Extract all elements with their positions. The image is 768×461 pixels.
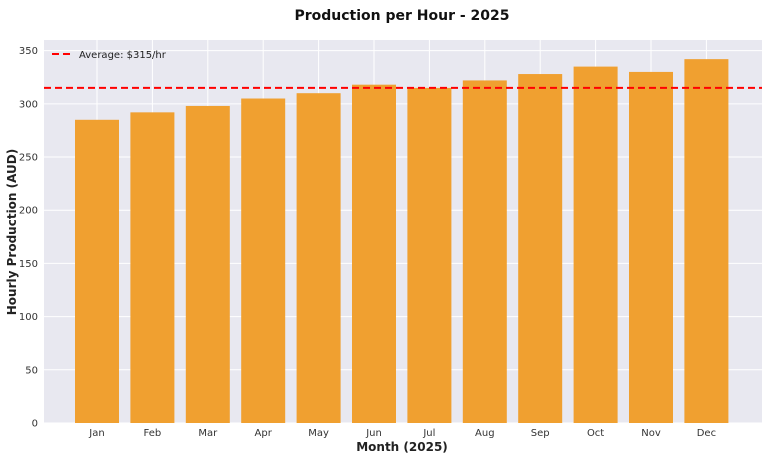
bar-nov <box>629 71 673 424</box>
x-axis-label: Month (2025) <box>356 440 448 454</box>
bars <box>75 59 729 424</box>
bar-jul <box>407 87 452 423</box>
x-tick-label: Sep <box>531 428 550 439</box>
x-axis-ticks: Jan Feb Mar Apr May Jun Jul Aug Sep Oct Nov Dec <box>88 428 716 439</box>
y-tick-label: 300 <box>19 99 38 110</box>
y-tick-label: 250 <box>19 153 38 164</box>
legend-label: Average: $315/hr <box>79 50 167 61</box>
y-tick-label: 100 <box>19 312 38 323</box>
x-tick-label: Jan <box>88 428 104 439</box>
x-tick-label: Mar <box>198 428 218 439</box>
x-tick-label: Aug <box>475 428 495 439</box>
y-axis-ticks: 0 50 100 150 200 250 300 350 <box>19 46 38 429</box>
x-tick-label: Nov <box>641 428 661 439</box>
legend: Average: $315/hr <box>52 50 167 61</box>
bar-dec <box>684 59 729 424</box>
bar-mar <box>185 105 230 423</box>
y-tick-label: 50 <box>25 365 38 376</box>
bar-aug <box>462 80 507 423</box>
bar-feb <box>130 112 175 423</box>
x-tick-label: Jul <box>422 428 435 439</box>
x-tick-label: Oct <box>587 428 604 439</box>
x-tick-label: Feb <box>144 428 162 439</box>
x-tick-label: Apr <box>255 428 273 439</box>
chart-title: Production per Hour - 2025 <box>294 8 509 24</box>
x-tick-label: Jun <box>365 428 382 439</box>
bar-sep <box>518 74 563 424</box>
x-tick-label: Dec <box>697 428 716 439</box>
bar-jun <box>352 84 396 423</box>
bar-oct <box>573 66 618 423</box>
bar-apr <box>241 98 286 423</box>
y-tick-label: 200 <box>19 206 38 217</box>
x-tick-label: May <box>308 428 329 439</box>
bar-may <box>296 93 341 423</box>
bar-jan <box>75 119 119 424</box>
y-tick-label: 150 <box>19 259 38 270</box>
y-axis-label: Hourly Production (AUD) <box>5 149 19 315</box>
y-tick-label: 350 <box>19 46 38 57</box>
y-tick-label: 0 <box>32 419 38 430</box>
